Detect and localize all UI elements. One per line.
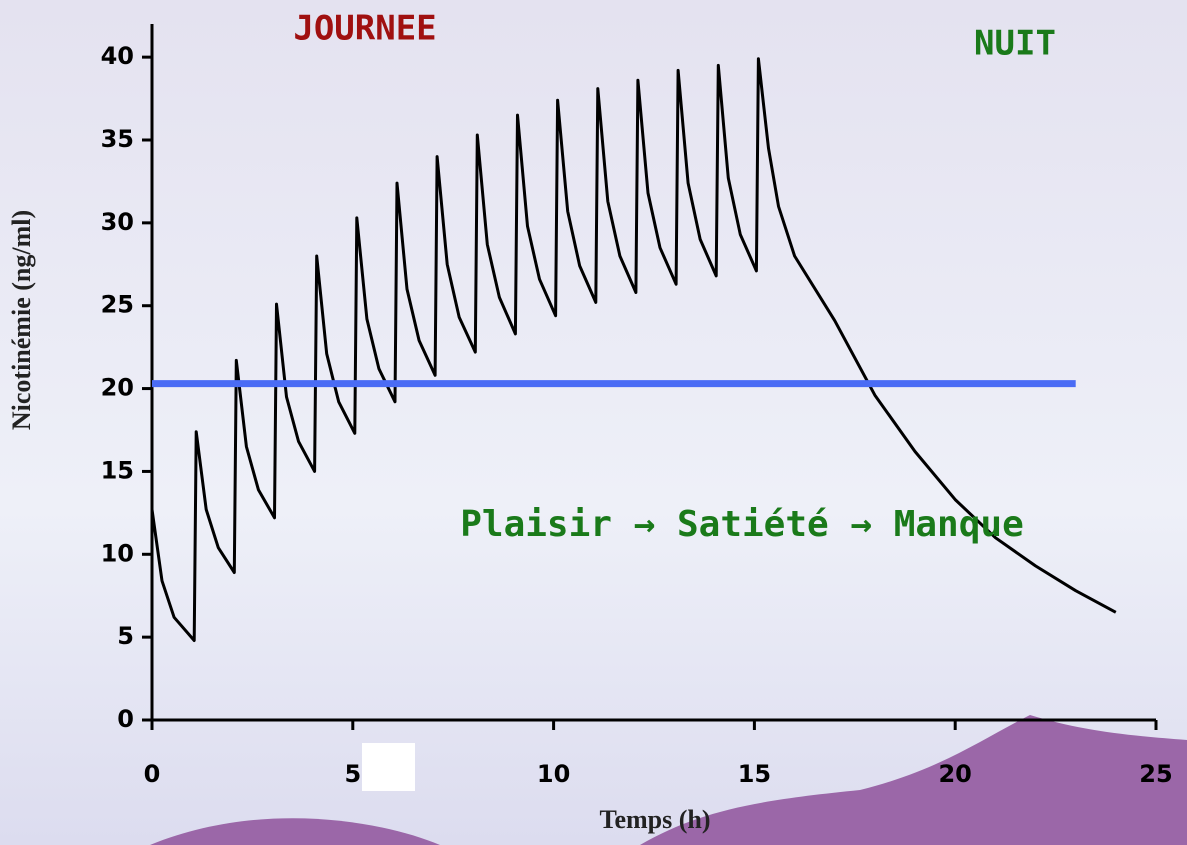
- x-tick-label: 25: [1139, 760, 1172, 788]
- x-tick-label: 5: [344, 760, 361, 788]
- y-tick-label: 40: [101, 42, 134, 70]
- y-tick-label: 5: [117, 622, 134, 650]
- x-tick-label: 20: [938, 760, 971, 788]
- x-tick-label: 0: [144, 760, 161, 788]
- y-tick-label: 35: [101, 125, 134, 153]
- y-tick-label: 15: [101, 456, 134, 484]
- chart: 0 5 10 15 20 25 30 35 40 0 5 10 15 20 25 Temps (h) Nic…: [0, 0, 1187, 845]
- y-axis-title: Nicotinémie (ng/ml): [7, 210, 36, 430]
- y-tick-label: 0: [117, 705, 134, 733]
- annotation: Plaisir → Satiété → Manque: [460, 504, 1024, 545]
- decor-patch: [362, 743, 415, 791]
- x-tick-label: 15: [738, 760, 771, 788]
- y-tick-label: 10: [101, 539, 134, 567]
- x-axis-title: Temps (h): [599, 805, 710, 834]
- annotation: JOURNEE: [293, 9, 436, 49]
- y-tick-label: 20: [101, 374, 134, 402]
- y-tick-label: 25: [101, 291, 134, 319]
- x-tick-label: 10: [537, 760, 570, 788]
- annotation: NUIT: [974, 24, 1056, 64]
- background: [0, 0, 1187, 845]
- y-tick-label: 30: [101, 208, 134, 236]
